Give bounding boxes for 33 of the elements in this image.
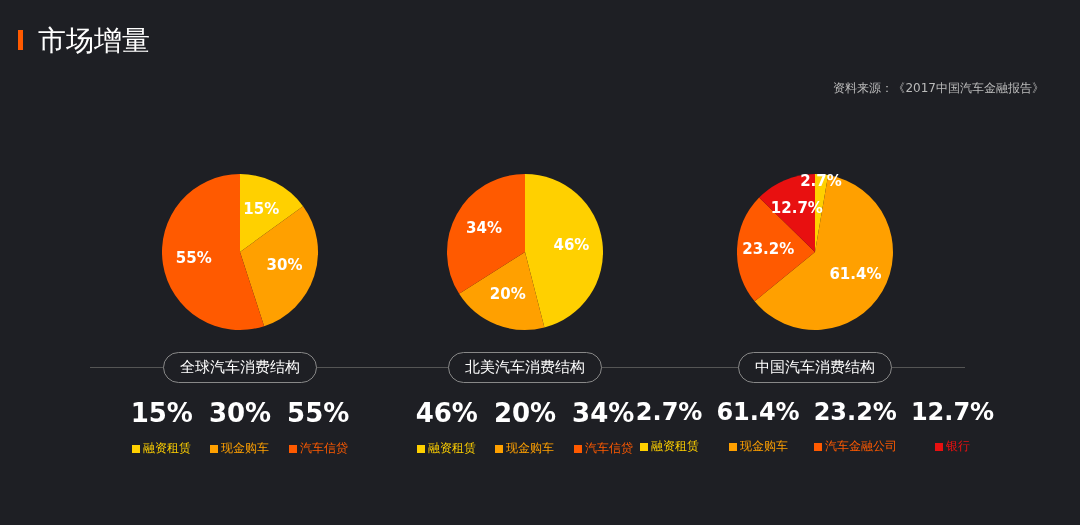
legend-label: 融资租赁 [143, 440, 192, 457]
data-label: 30% [266, 256, 303, 275]
text: 20% [493, 398, 557, 428]
legend-label: 汽车信贷 [299, 440, 348, 457]
legend-label: 银行 [946, 438, 971, 455]
text: 全球汽车消费结构 [163, 352, 317, 383]
text: 中国汽车消费结构 [738, 352, 892, 383]
data-label: 61.4% [829, 265, 882, 284]
data-label: 15% [243, 200, 280, 219]
legend-label: 融资租赁 [428, 440, 477, 457]
data-label: 34% [466, 219, 502, 238]
text: 2.7% [635, 398, 703, 426]
text: 北美汽车消费结构 [448, 352, 602, 383]
data-label: 23.2% [742, 239, 795, 258]
text: 15% [130, 398, 193, 428]
data-label: 46% [553, 236, 590, 255]
data-label: 55% [175, 249, 212, 268]
text: 34% [572, 398, 635, 428]
legend-label: 现金购车 [506, 440, 555, 457]
legend-label: 汽车信贷 [584, 440, 633, 457]
legend-label: 融资租赁 [650, 438, 699, 455]
data-label: 20% [489, 285, 526, 304]
text: 46% [415, 398, 478, 428]
text: 市场增量 [38, 23, 150, 59]
legend-label: 汽车金融公司 [824, 438, 897, 455]
text: 30% [208, 398, 272, 428]
legend-label: 现金购车 [221, 440, 270, 457]
legend-label: 现金购车 [739, 438, 788, 455]
text: 12.7% [910, 398, 995, 426]
text: 资料来源：《2017中国汽车金融报告》 [833, 80, 1044, 97]
text: 61.4% [716, 398, 800, 426]
text: 23.2% [813, 398, 897, 426]
text: 55% [287, 398, 350, 428]
